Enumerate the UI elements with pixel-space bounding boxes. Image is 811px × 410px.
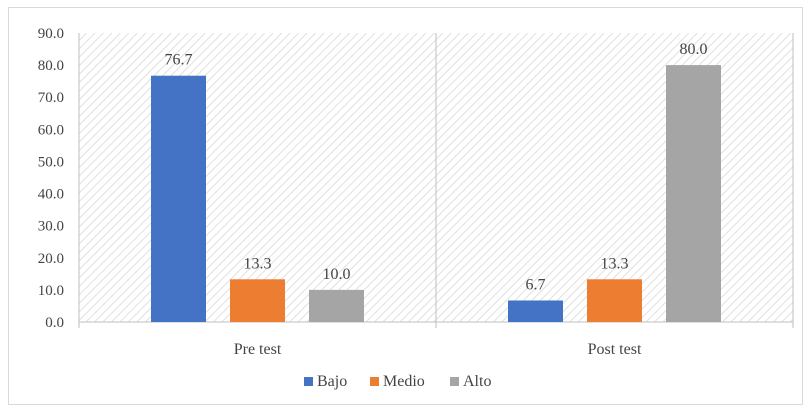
y-tick-label: 20.0: [38, 251, 64, 267]
bar-alto: [666, 65, 721, 322]
legend-swatch-alto: [450, 377, 459, 386]
legend-swatch-bajo: [304, 377, 313, 386]
y-tick-label: 90.0: [38, 26, 64, 42]
data-label: 13.3: [601, 255, 629, 272]
y-tick-label: 0.0: [45, 315, 64, 331]
y-tick-label: 30.0: [38, 219, 64, 235]
legend-label-bajo: Bajo: [317, 373, 347, 390]
legend-label-medio: Medio: [383, 373, 425, 390]
data-label: 80.0: [680, 41, 708, 58]
data-label: 13.3: [244, 255, 272, 272]
legend-label-alto: Alto: [463, 373, 491, 390]
y-tick-label: 10.0: [38, 283, 64, 299]
bar-medio: [587, 279, 642, 322]
data-label: 10.0: [323, 266, 351, 283]
y-tick-label: 80.0: [38, 58, 64, 74]
bar-alto: [309, 289, 364, 322]
data-label: 76.7: [165, 52, 193, 69]
bar-bajo: [151, 75, 206, 322]
x-category-label: Pre test: [234, 341, 282, 358]
legend-swatch-medio: [370, 377, 379, 386]
y-tick-label: 60.0: [38, 122, 64, 138]
y-tick-label: 70.0: [38, 90, 64, 106]
y-tick-label: 40.0: [38, 187, 64, 203]
bar-medio: [230, 279, 285, 322]
data-label: 6.7: [526, 276, 546, 293]
y-tick-label: 50.0: [38, 154, 64, 170]
x-category-label: Post test: [588, 341, 642, 358]
bar-bajo: [508, 300, 563, 322]
